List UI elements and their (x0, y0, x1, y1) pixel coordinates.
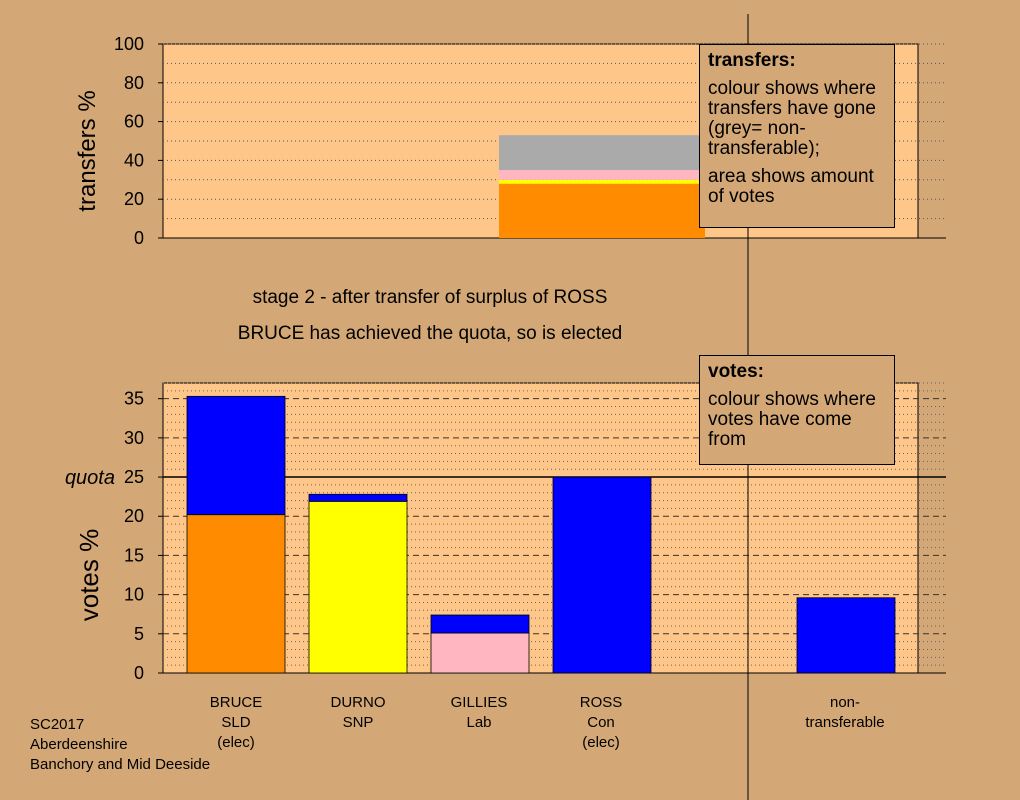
transfers-segment-lab (499, 170, 705, 180)
votes-legend-line1: colour shows where votes have come from (708, 389, 876, 450)
candidate-party: SNP (342, 714, 374, 731)
votes-ytick-label: 15 (124, 545, 144, 565)
vote-bar-con (552, 476, 652, 674)
candidate-note: (elec) (217, 734, 255, 751)
vote-bar-con (796, 597, 896, 674)
vote-bar-con (308, 493, 408, 502)
candidate-party: transferable (805, 714, 885, 731)
votes-ytick-label: 30 (124, 428, 144, 448)
footer: SC2017 Aberdeenshire Banchory and Mid De… (30, 715, 210, 775)
transfers-legend-title: transfers: (708, 50, 796, 71)
transfers-segment-snp (499, 179, 705, 184)
candidate-name: DURNO (330, 694, 386, 711)
votes-legend-title: votes: (708, 361, 764, 382)
candidate-name: ROSS (579, 694, 623, 711)
votes-ytick-label: 25 (124, 467, 144, 487)
transfers-ytick-label: 0 (134, 228, 144, 248)
candidate-party: SLD (221, 714, 251, 731)
candidate-label-ross: ROSS Con (elec) (541, 693, 661, 753)
transfers-legend-line2: area shows amount of votes (708, 166, 874, 207)
candidate-name: GILLIES (450, 694, 508, 711)
candidate-label-nontransferable: non- transferable (785, 693, 905, 733)
votes-ytick-label: 35 (124, 389, 144, 409)
candidate-party: Lab (466, 714, 492, 731)
candidate-name: non- (829, 694, 861, 711)
transfers-ytick-label: 40 (124, 150, 144, 170)
votes-ytick-label: 20 (124, 506, 144, 526)
transfers-legend: transfers: colour shows where transfers … (699, 44, 895, 228)
votes-ytick-label: 10 (124, 585, 144, 605)
transfers-segment-nontransferable (499, 135, 705, 171)
candidate-name: BRUCE (209, 694, 263, 711)
candidate-label-gillies: GILLIES Lab (419, 693, 539, 733)
transfers-legend-line1: colour shows where transfers have gone (… (708, 78, 876, 159)
transfers-segment-sld (499, 183, 705, 238)
candidate-label-durno: DURNO SNP (298, 693, 418, 733)
candidate-party: Con (587, 714, 615, 731)
transfers-ytick-label: 100 (114, 34, 144, 54)
vote-bar-con (186, 395, 286, 516)
status-caption: BRUCE has achieved the quota, so is elec… (237, 323, 623, 344)
votes-ylabel: votes % (74, 529, 104, 622)
votes-ytick-label: 0 (134, 663, 144, 683)
vote-bar-sld (186, 514, 286, 674)
footer-ward: Banchory and Mid Deeside (30, 756, 211, 773)
transfers-ytick-label: 20 (124, 189, 144, 209)
stage-caption: stage 2 - after transfer of surplus of R… (252, 287, 608, 308)
votes-legend: votes: colour shows where votes have com… (699, 355, 895, 465)
candidate-note: (elec) (582, 734, 620, 751)
vote-bar-con (430, 614, 530, 634)
candidate-label-bruce: BRUCE SLD (elec) (176, 693, 296, 753)
footer-year: SC2017 (30, 716, 85, 733)
quota-label: quota (65, 467, 115, 489)
transfers-ytick-label: 80 (124, 73, 144, 93)
transfers-ytick-label: 60 (124, 112, 144, 132)
footer-council: Aberdeenshire (30, 736, 128, 753)
transfers-ylabel: transfers % (74, 90, 101, 211)
vote-bar-snp (308, 500, 408, 674)
votes-ytick-label: 5 (134, 624, 144, 644)
vote-bar-lab (430, 632, 530, 674)
